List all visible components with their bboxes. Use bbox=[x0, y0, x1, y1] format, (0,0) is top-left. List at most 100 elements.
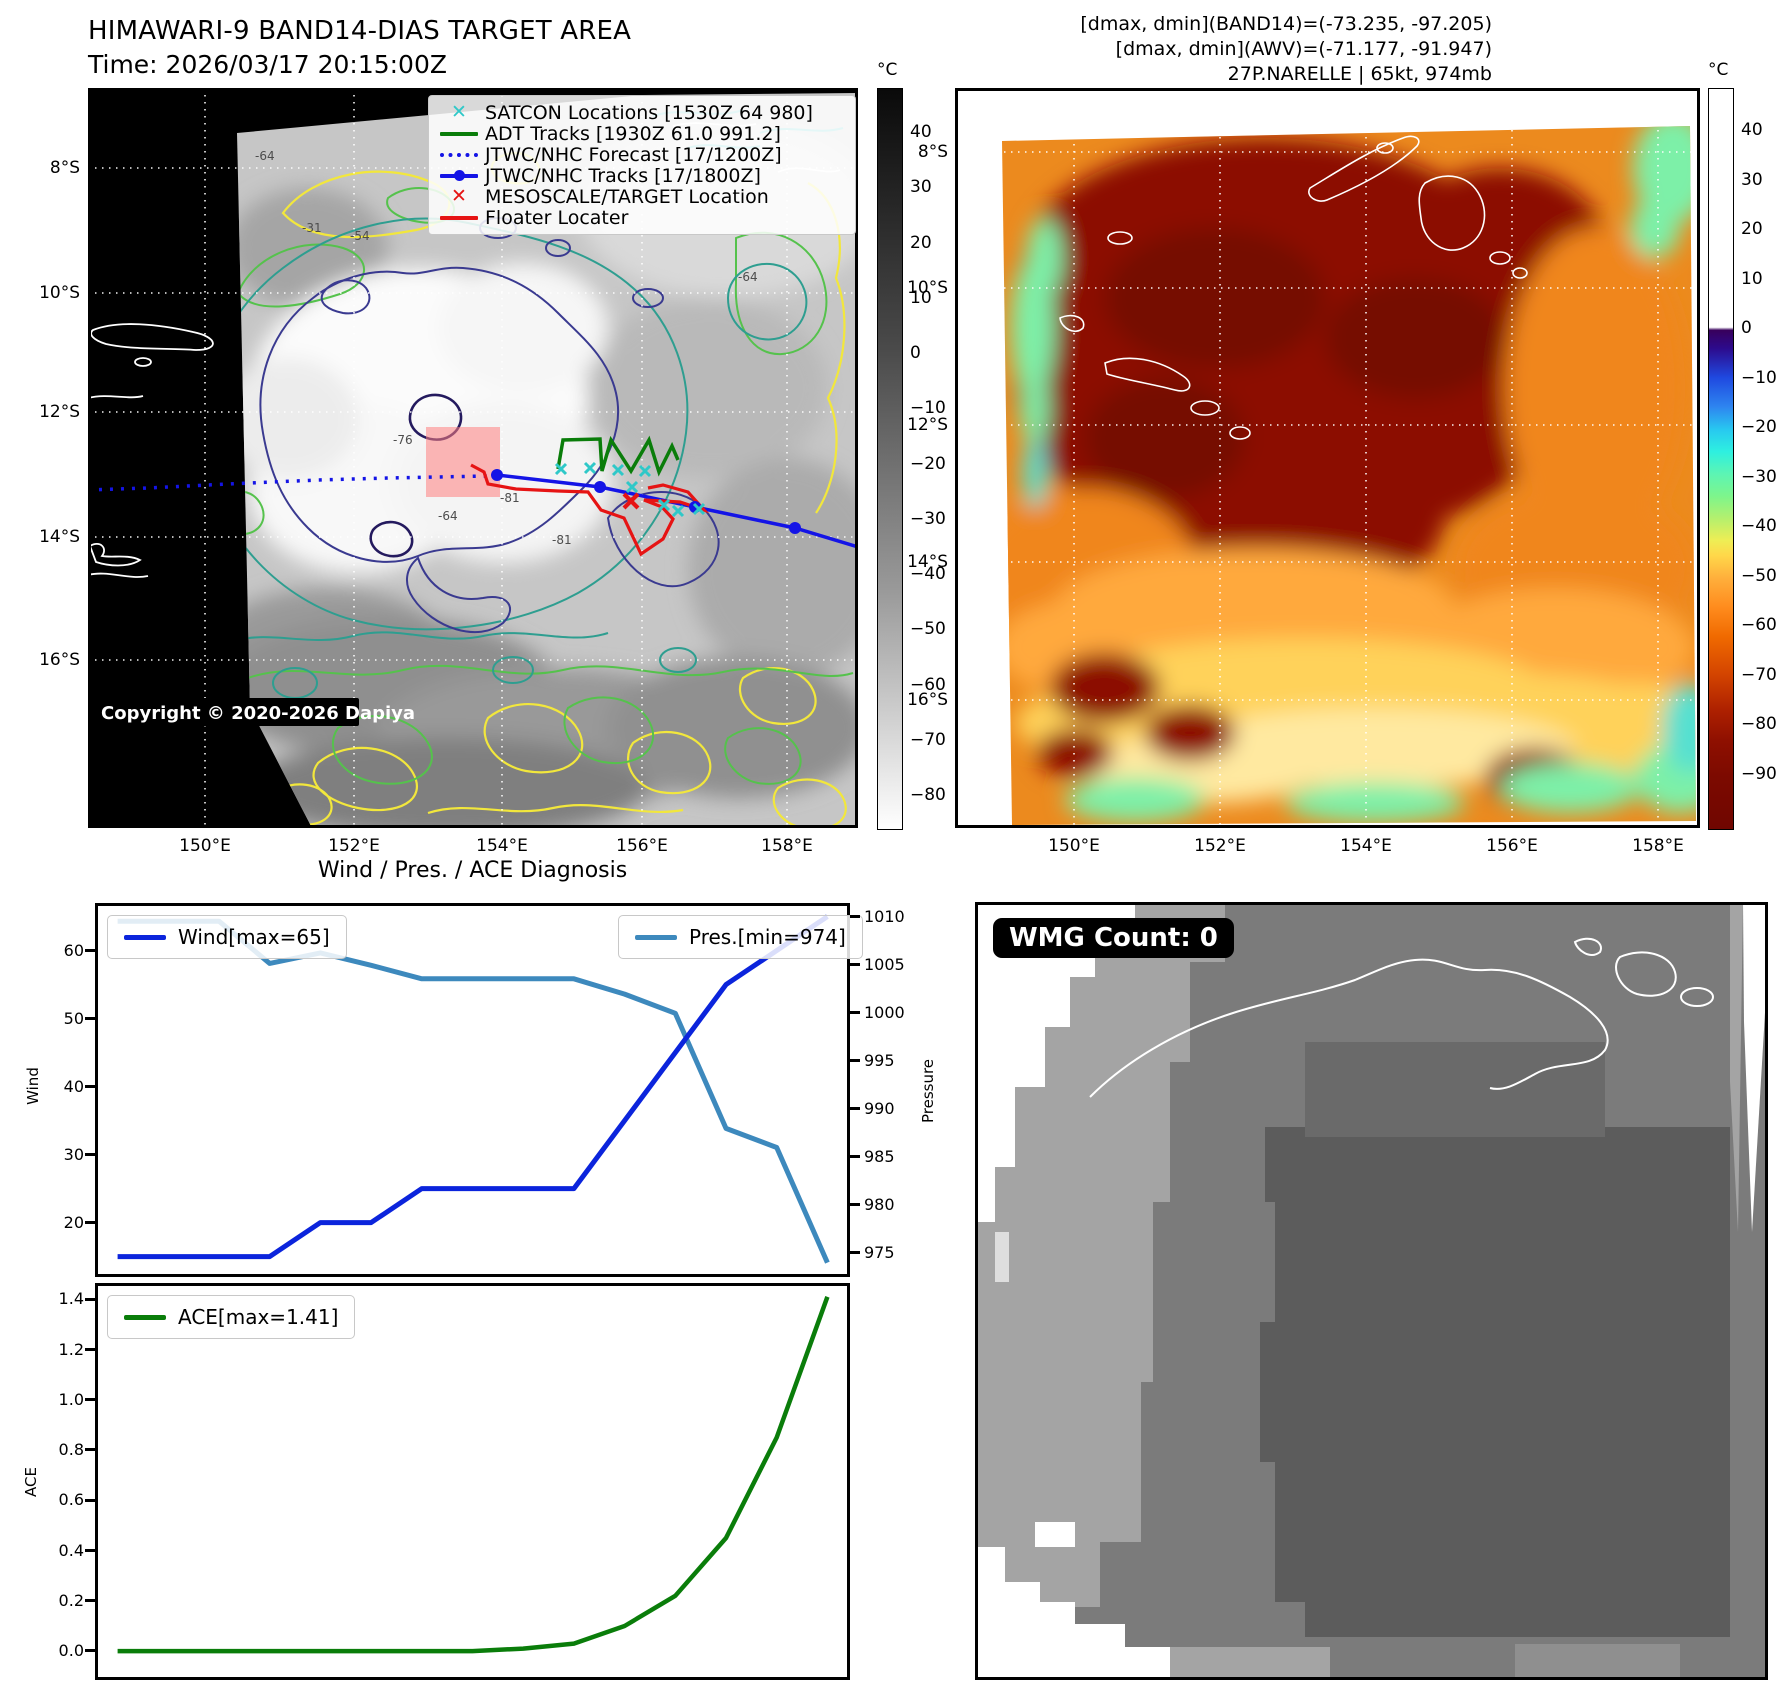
contour-label: -64 bbox=[438, 509, 458, 523]
cb-tick: −10 bbox=[1741, 368, 1777, 388]
colorbar-unit: °C bbox=[877, 60, 898, 80]
contour-label: -31 bbox=[302, 221, 322, 235]
lon-tick: 152°E bbox=[1194, 836, 1246, 856]
cb-tick: 0 bbox=[1741, 318, 1752, 338]
chart-frame bbox=[95, 1283, 850, 1680]
lat-tick: 10°S bbox=[907, 278, 948, 298]
tick-mark bbox=[85, 1398, 95, 1401]
tick-mark bbox=[850, 915, 860, 918]
dark-gray-region bbox=[1260, 1127, 1730, 1637]
ace-legend-label: ACE[max=1.41] bbox=[178, 1305, 339, 1329]
white-corner-bottomleft bbox=[975, 1547, 1170, 1680]
legend-item: Floater Locater bbox=[433, 206, 845, 229]
tick-mark bbox=[850, 1203, 860, 1206]
chart-title: Wind / Pres. / ACE Diagnosis bbox=[317, 858, 628, 883]
tick-mark bbox=[85, 1153, 95, 1156]
tick-mark bbox=[85, 949, 95, 952]
lat-tick: 14°S bbox=[907, 552, 948, 572]
contour-labels: -76 -81 -81 -64 -54 -64 -31 -64 bbox=[255, 149, 758, 547]
lon-tick: 156°E bbox=[1486, 836, 1538, 856]
ace-axis-label: ACE bbox=[22, 1467, 40, 1497]
ace-tick: 0.0 bbox=[58, 1641, 84, 1660]
right-header: [dmax, dmin](BAND14)=(-73.235, -97.205) … bbox=[1000, 12, 1492, 87]
ace-tick: 0.4 bbox=[58, 1541, 84, 1560]
target-area-box bbox=[426, 427, 500, 497]
legend-item: JTWC/NHC Tracks [17/1800Z] bbox=[433, 165, 845, 187]
contour-label: -81 bbox=[500, 491, 520, 505]
pressure-tick: 1005 bbox=[864, 955, 905, 974]
lon-tick: 158°E bbox=[1632, 836, 1684, 856]
cb-tick: −20 bbox=[910, 454, 946, 474]
lat-tick: 8°S bbox=[917, 142, 948, 162]
pressure-legend: Pres.[min=974] bbox=[618, 915, 863, 959]
tick-mark bbox=[850, 1251, 860, 1254]
floater-line-icon bbox=[433, 215, 485, 220]
wind-line bbox=[117, 914, 829, 1260]
cb-tick: 30 bbox=[1741, 170, 1763, 190]
cb-tick: −50 bbox=[1741, 566, 1777, 586]
tick-mark bbox=[850, 1107, 860, 1110]
wind-tick: 60 bbox=[63, 941, 84, 960]
pressure-tick: 995 bbox=[864, 1051, 895, 1070]
coastlines bbox=[1059, 135, 1528, 440]
band14-colorbar bbox=[877, 88, 903, 830]
tick-mark bbox=[85, 1085, 95, 1088]
wind-tick: 30 bbox=[63, 1145, 84, 1164]
ace-legend: ACE[max=1.41] bbox=[107, 1295, 356, 1339]
cb-tick: −60 bbox=[910, 675, 946, 695]
tick-mark bbox=[850, 963, 860, 966]
tick-mark bbox=[850, 1155, 860, 1158]
cb-tick: −70 bbox=[1741, 665, 1777, 685]
copyright-text: Copyright © 2020-2026 Dapiya bbox=[101, 703, 415, 724]
pressure-tick: 990 bbox=[864, 1099, 895, 1118]
jtwc-track-points bbox=[491, 469, 801, 534]
copyright-box: Copyright © 2020-2026 Dapiya bbox=[93, 698, 415, 726]
cb-tick: −80 bbox=[910, 785, 946, 805]
cb-tick: −40 bbox=[1741, 516, 1777, 536]
dmax-dmin-band14: [dmax, dmin](BAND14)=(-73.235, -97.205) bbox=[1080, 13, 1492, 35]
ace-tick: 0.2 bbox=[58, 1591, 84, 1610]
ace-tick: 0.8 bbox=[58, 1440, 84, 1459]
lat-tick: 10°S bbox=[39, 283, 80, 303]
satcon-x-icon: ✕ bbox=[451, 101, 467, 123]
jtwc-line-dot-icon bbox=[433, 170, 485, 181]
temperature-contours bbox=[237, 109, 854, 828]
lat-tick: 8°S bbox=[49, 158, 80, 178]
cb-tick: −10 bbox=[910, 398, 946, 418]
cb-tick: −30 bbox=[1741, 467, 1777, 487]
pressure-tick: 1010 bbox=[864, 907, 905, 926]
wind-legend-label: Wind[max=65] bbox=[178, 925, 330, 949]
wind-legend: Wind[max=65] bbox=[107, 915, 347, 959]
legend-item: JTWC/NHC Forecast [17/1200Z] bbox=[433, 144, 845, 166]
wind-line-icon bbox=[124, 934, 166, 940]
pressure-legend-label: Pres.[min=974] bbox=[689, 925, 846, 949]
cb-tick: 40 bbox=[910, 122, 932, 142]
contour-label: -64 bbox=[738, 270, 758, 284]
lon-tick: 156°E bbox=[616, 836, 668, 856]
lon-tick: 150°E bbox=[1048, 836, 1100, 856]
lat-tick: 16°S bbox=[39, 650, 80, 670]
mesoscale-x-icon: ✕ bbox=[451, 185, 467, 207]
lat-tick: 12°S bbox=[39, 402, 80, 422]
legend-label: ADT Tracks [1930Z 61.0 991.2] bbox=[485, 122, 781, 145]
tick-mark bbox=[850, 1059, 860, 1062]
coastline bbox=[1089, 937, 1714, 1098]
tick-mark bbox=[85, 1448, 95, 1451]
map-legend: ✕ SATCON Locations [1530Z 64 980] ADT Tra… bbox=[428, 95, 856, 235]
ace-tick: 1.2 bbox=[58, 1340, 84, 1359]
tick-mark bbox=[85, 1649, 95, 1652]
cb-tick: −60 bbox=[1741, 615, 1777, 635]
lon-tick: 150°E bbox=[179, 836, 231, 856]
storm-id-intensity: 27P.NARELLE | 65kt, 974mb bbox=[1227, 63, 1492, 85]
legend-item: ADT Tracks [1930Z 61.0 991.2] bbox=[433, 122, 845, 145]
tick-mark bbox=[850, 1011, 860, 1014]
pressure-tick: 985 bbox=[864, 1147, 895, 1166]
dmax-dmin-awv: [dmax, dmin](AWV)=(-71.177, -91.947) bbox=[1115, 38, 1492, 60]
legend-label: Floater Locater bbox=[485, 206, 629, 229]
legend-item: ✕ SATCON Locations [1530Z 64 980] bbox=[433, 101, 845, 124]
lat-tick: 16°S bbox=[907, 690, 948, 710]
tick-mark bbox=[85, 1017, 95, 1020]
page-title: HIMAWARI-9 BAND14-DIAS TARGET AREA bbox=[88, 16, 632, 46]
contour-label: -54 bbox=[350, 229, 370, 243]
wind-tick: 50 bbox=[63, 1009, 84, 1028]
